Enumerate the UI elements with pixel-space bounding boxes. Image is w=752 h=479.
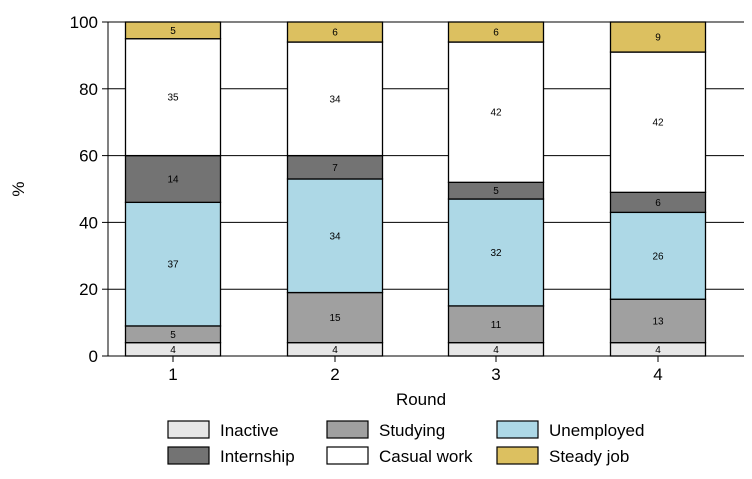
bar-segment-unemployed	[609, 211, 707, 300]
data-label: 11	[491, 320, 502, 331]
data-label: 4	[493, 345, 499, 356]
legend-label: Steady job	[549, 447, 629, 466]
legend: Inactive Studying Unemployed Internship Casu…	[167, 420, 644, 466]
y-axis-title: %	[9, 181, 28, 196]
legend-item-steady-job: Steady job	[496, 446, 629, 466]
bar-segment-internship	[124, 154, 222, 204]
data-label: 6	[332, 28, 338, 39]
legend-swatch	[167, 420, 210, 439]
legend-item-casual-work: Casual work	[326, 446, 473, 466]
data-label: 26	[652, 251, 664, 262]
bar-segment-studying	[609, 298, 707, 344]
y-tick-label: 0	[89, 347, 98, 366]
data-label: 6	[493, 28, 499, 39]
bar-segment-casual-work	[124, 38, 222, 157]
data-label: 42	[652, 118, 664, 129]
bar-segment-steady-job	[609, 21, 707, 53]
data-label: 4	[332, 345, 338, 356]
y-tick-label: 80	[79, 80, 98, 99]
x-tick-label: 1	[168, 365, 177, 384]
bar-segment-studying	[447, 305, 545, 344]
data-label: 37	[167, 260, 179, 271]
data-label: 9	[655, 33, 661, 44]
data-label: 4	[170, 345, 176, 356]
bar-segment-steady-job	[124, 21, 222, 40]
x-tick-label: 2	[330, 365, 339, 384]
data-label: 34	[329, 231, 341, 242]
data-label: 34	[329, 94, 341, 105]
bar-segment-studying	[286, 291, 384, 344]
legend-label: Internship	[220, 447, 295, 466]
x-tick-label: 4	[653, 365, 662, 384]
bar-segment-casual-work	[609, 51, 707, 193]
bars: 4 5 37 14 35 5 4 15 34 7 34 6 4 11 32 5 42 6 4 13 26 6 42 9	[124, 21, 707, 357]
x-tick-label: 3	[491, 365, 500, 384]
data-label: 13	[652, 316, 664, 327]
legend-swatch	[167, 446, 210, 465]
data-label: 35	[167, 93, 179, 104]
data-label: 42	[490, 108, 502, 119]
legend-label: Studying	[379, 421, 445, 440]
y-tick-label: 20	[79, 280, 98, 299]
y-tick-label: 60	[79, 147, 98, 166]
data-label: 6	[655, 198, 661, 209]
data-label: 15	[329, 313, 341, 324]
x-axis-title: Round	[396, 390, 446, 409]
data-label: 5	[493, 186, 499, 197]
data-label: 14	[167, 174, 179, 185]
legend-item-internship: Internship	[167, 446, 295, 466]
data-label: 4	[655, 345, 661, 356]
legend-swatch	[326, 420, 369, 439]
legend-label: Inactive	[220, 421, 279, 440]
legend-item-studying: Studying	[326, 420, 445, 440]
data-label: 32	[490, 248, 502, 259]
legend-swatch	[496, 446, 539, 465]
legend-item-unemployed: Unemployed	[496, 420, 644, 440]
legend-label: Casual work	[379, 447, 473, 466]
bar-segment-casual-work	[447, 41, 545, 183]
bar-segment-steady-job	[286, 21, 384, 43]
legend-item-inactive: Inactive	[167, 420, 279, 440]
y-tick-label: 40	[79, 213, 98, 232]
bar-segment-unemployed	[124, 201, 222, 327]
legend-swatch	[496, 420, 539, 439]
bar-segment-steady-job	[447, 21, 545, 43]
bar-segment-unemployed	[286, 178, 384, 294]
bar-segment-casual-work	[286, 41, 384, 157]
data-label: 7	[332, 163, 338, 174]
y-tick-label: 100	[70, 13, 98, 32]
data-label: 5	[170, 330, 176, 341]
legend-label: Unemployed	[549, 421, 644, 440]
legend-swatch	[326, 446, 369, 465]
data-label: 5	[170, 26, 176, 37]
